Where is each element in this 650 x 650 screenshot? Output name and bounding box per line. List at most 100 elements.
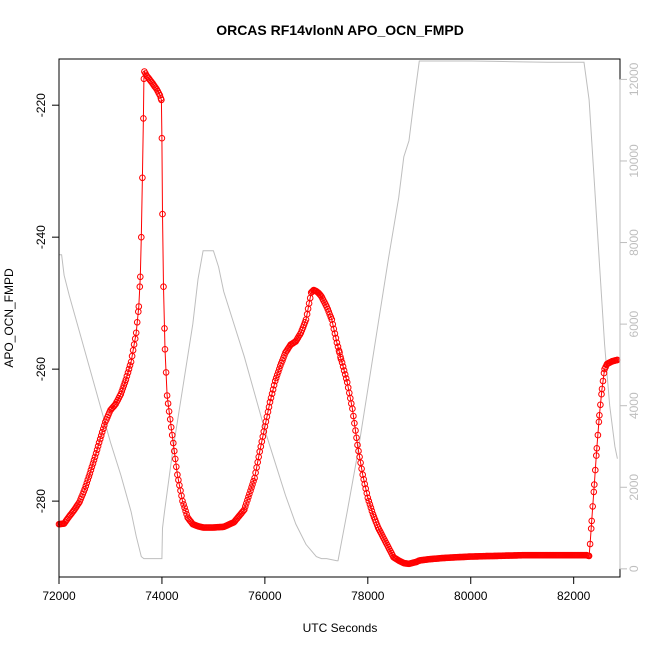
data-point bbox=[273, 371, 281, 379]
data-point bbox=[331, 330, 339, 337]
data-point bbox=[250, 477, 257, 485]
y2-tick-label: 12000 bbox=[627, 62, 641, 96]
data-point bbox=[333, 339, 341, 347]
data-point bbox=[132, 329, 140, 337]
data-point bbox=[336, 349, 343, 356]
data-point bbox=[600, 369, 608, 377]
data-point bbox=[365, 497, 373, 505]
data-point bbox=[166, 416, 174, 423]
data-point bbox=[162, 369, 170, 376]
data-point bbox=[170, 439, 177, 447]
data-point bbox=[362, 485, 370, 492]
data-point bbox=[244, 496, 251, 504]
data-point bbox=[367, 504, 375, 512]
data-point bbox=[338, 359, 346, 366]
y2-tick-label: 6000 bbox=[627, 310, 641, 337]
data-point bbox=[596, 412, 603, 419]
data-point bbox=[181, 504, 188, 512]
data-point bbox=[140, 115, 147, 122]
data-point bbox=[86, 470, 94, 477]
data-point bbox=[117, 390, 125, 398]
data-point bbox=[276, 365, 283, 373]
y2-tick-label: 10000 bbox=[627, 144, 641, 178]
data-point bbox=[98, 428, 106, 436]
data-point bbox=[366, 501, 374, 508]
x-tick-label: 78000 bbox=[351, 589, 385, 603]
data-point bbox=[342, 375, 350, 382]
data-point bbox=[96, 435, 104, 443]
data-point bbox=[354, 441, 361, 449]
data-point bbox=[598, 385, 606, 393]
data-point bbox=[97, 432, 105, 440]
data-point bbox=[249, 481, 256, 488]
data-point bbox=[89, 460, 97, 467]
y-tick-label: -220 bbox=[34, 93, 48, 117]
data-point bbox=[337, 355, 345, 363]
data-point bbox=[87, 466, 95, 474]
data-point bbox=[246, 490, 253, 498]
data-point bbox=[263, 413, 271, 421]
data-point bbox=[163, 392, 171, 399]
data-point bbox=[173, 463, 180, 471]
data-point bbox=[124, 369, 132, 376]
data-point bbox=[339, 363, 347, 370]
data-point bbox=[160, 283, 167, 291]
data-point bbox=[595, 418, 603, 426]
chart-title: ORCAS RF14vlonN APO_OCN_FMPD bbox=[216, 22, 464, 38]
data-point bbox=[275, 368, 282, 376]
data-point bbox=[136, 283, 144, 291]
y2-tick-label: 2000 bbox=[627, 474, 641, 501]
data-point bbox=[317, 291, 324, 299]
data-point bbox=[180, 501, 187, 508]
data-point bbox=[349, 405, 356, 413]
data-point bbox=[120, 382, 128, 389]
data-point bbox=[158, 96, 165, 104]
series-apo-layer bbox=[55, 68, 621, 568]
data-point bbox=[261, 423, 269, 430]
data-point bbox=[268, 390, 276, 398]
x-tick-label: 76000 bbox=[248, 589, 282, 603]
data-point bbox=[360, 476, 368, 483]
data-point bbox=[125, 365, 133, 373]
data-point bbox=[182, 507, 189, 515]
data-point bbox=[245, 493, 252, 501]
y-axis-right: 0 2000 4000 6000 8000 10000 12000 bbox=[619, 62, 641, 572]
data-point bbox=[266, 398, 274, 406]
data-point bbox=[85, 473, 93, 480]
x-tick-label: 72000 bbox=[42, 589, 76, 603]
data-point bbox=[83, 479, 91, 487]
data-point bbox=[329, 321, 337, 328]
data-point bbox=[139, 174, 146, 182]
data-point bbox=[81, 485, 88, 493]
data-point bbox=[592, 466, 599, 474]
data-point bbox=[364, 494, 372, 502]
y-axis-left: -280 -260 -240 -220 bbox=[34, 93, 60, 513]
data-point bbox=[357, 459, 364, 467]
data-point bbox=[341, 371, 349, 378]
data-point bbox=[179, 497, 186, 505]
data-point bbox=[167, 423, 175, 431]
data-point bbox=[156, 92, 164, 99]
x-tick-label: 82000 bbox=[557, 589, 591, 603]
data-point bbox=[138, 233, 145, 241]
data-point bbox=[247, 487, 254, 495]
data-point bbox=[586, 540, 594, 548]
data-point bbox=[295, 333, 303, 340]
data-point bbox=[599, 377, 607, 385]
data-point bbox=[334, 343, 342, 351]
data-point bbox=[161, 346, 169, 353]
data-point bbox=[161, 325, 168, 332]
data-point bbox=[119, 385, 127, 392]
data-point bbox=[588, 517, 596, 525]
data-point bbox=[133, 319, 141, 326]
data-point bbox=[75, 500, 82, 507]
y2-tick-label: 0 bbox=[627, 565, 641, 572]
data-point bbox=[351, 419, 358, 427]
data-point bbox=[135, 303, 143, 310]
data-point bbox=[172, 455, 179, 463]
data-point bbox=[264, 408, 272, 416]
data-point bbox=[118, 388, 126, 395]
data-point bbox=[88, 463, 96, 471]
